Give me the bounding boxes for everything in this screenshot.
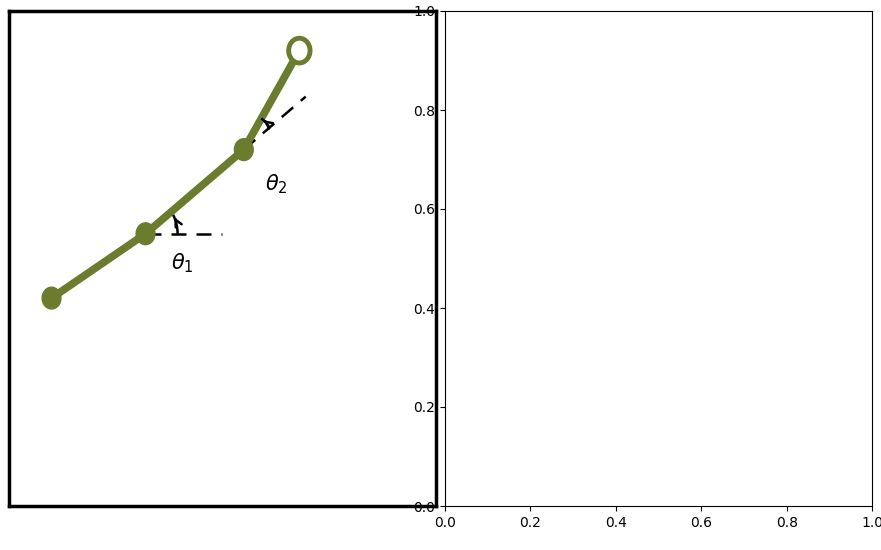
Circle shape	[137, 223, 155, 245]
Circle shape	[234, 139, 253, 161]
Circle shape	[42, 287, 61, 309]
Text: $\theta_2$: $\theta_2$	[265, 173, 288, 196]
Circle shape	[289, 38, 310, 63]
Text: $\theta_1$: $\theta_1$	[171, 252, 194, 275]
